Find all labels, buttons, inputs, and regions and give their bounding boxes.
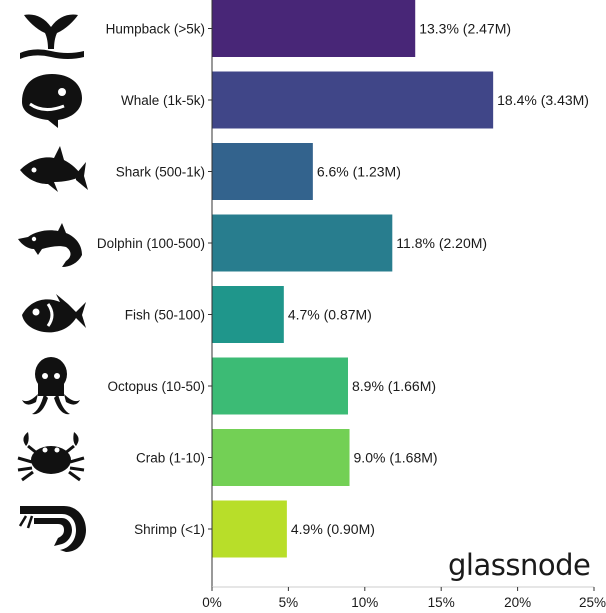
data-label: 4.9% (0.90M) (291, 521, 375, 537)
data-label: 6.6% (1.23M) (317, 164, 401, 180)
category-label: Fish (50-100) (125, 308, 205, 323)
category-labels: Humpback (>5k) Whale (1k-5k) Shark (500-1k… (97, 22, 212, 537)
x-tick-label: 15% (428, 595, 455, 610)
x-tick-label: 0% (202, 595, 222, 610)
bar (212, 286, 284, 343)
category-label: Humpback (>5k) (106, 22, 205, 37)
whale-tail-icon (14, 7, 88, 73)
x-tick-label: 5% (279, 595, 299, 610)
bar (212, 0, 416, 57)
category-label: Shrimp (<1) (134, 522, 205, 537)
category-label: Whale (1k-5k) (121, 93, 205, 108)
bar (212, 214, 393, 272)
fish-icon (14, 282, 88, 348)
shrimp-icon (14, 496, 88, 562)
bar (212, 143, 313, 200)
bar (212, 71, 494, 129)
category-label: Crab (1-10) (136, 451, 205, 466)
x-tick-label: 25% (579, 595, 606, 610)
category-label: Dolphin (100-500) (97, 236, 205, 251)
data-label: 9.0% (1.68M) (354, 450, 438, 466)
x-tick-label: 10% (351, 595, 378, 610)
x-axis: 0% 5% 10% 15% 20% 25% (202, 0, 606, 610)
whale-icon (14, 68, 88, 134)
category-label: Octopus (10-50) (107, 379, 205, 394)
x-tick-label: 20% (504, 595, 531, 610)
data-label: 11.8% (2.20M) (396, 235, 487, 251)
shark-icon (14, 140, 88, 206)
data-label: 8.9% (1.66M) (352, 378, 436, 394)
bar (212, 357, 348, 415)
data-label: 13.3% (2.47M) (419, 21, 511, 37)
bar (212, 500, 287, 558)
bar (212, 429, 350, 486)
crab-icon (14, 424, 88, 490)
dolphin-icon (14, 211, 88, 277)
category-label: Shark (500-1k) (116, 165, 205, 180)
bars-group (212, 0, 494, 558)
data-label: 18.4% (3.43M) (497, 92, 589, 108)
glassnode-watermark: glassnode (448, 548, 591, 582)
value-labels: 13.3% (2.47M) 18.4% (3.43M) 6.6% (1.23M) 11… (288, 21, 589, 538)
octopus-icon (14, 354, 88, 420)
data-label: 4.7% (0.87M) (288, 307, 372, 323)
